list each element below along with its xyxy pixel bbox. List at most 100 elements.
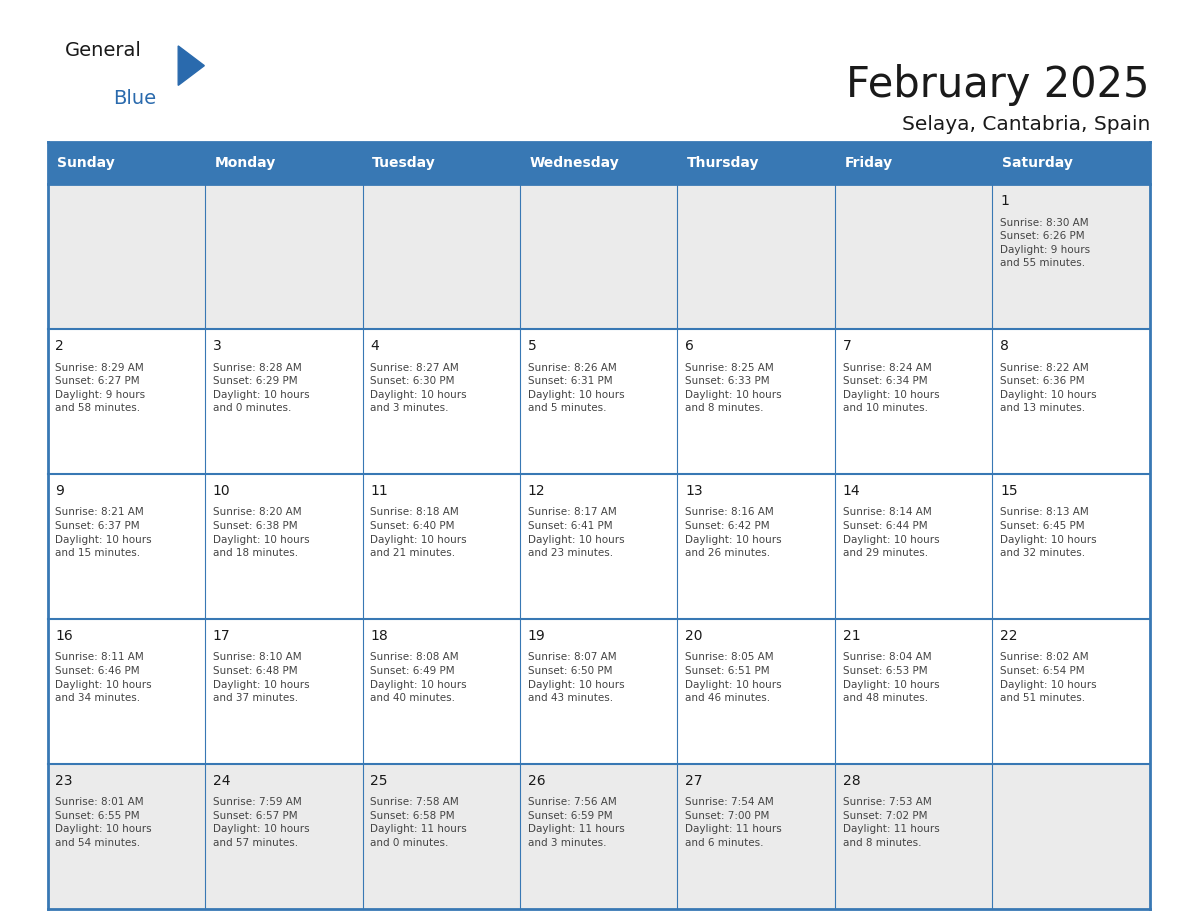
Text: Sunrise: 8:28 AM
Sunset: 6:29 PM
Daylight: 10 hours
and 0 minutes.: Sunrise: 8:28 AM Sunset: 6:29 PM Dayligh…: [213, 363, 310, 413]
Bar: [992, 619, 1150, 764]
Bar: [520, 185, 677, 330]
Bar: [992, 330, 1150, 474]
Text: 19: 19: [527, 629, 545, 644]
Text: Wednesday: Wednesday: [530, 156, 619, 171]
Bar: [362, 185, 520, 330]
Text: Saturday: Saturday: [1001, 156, 1073, 171]
Bar: [48, 185, 206, 330]
Bar: [206, 764, 362, 909]
Text: Sunrise: 7:58 AM
Sunset: 6:58 PM
Daylight: 11 hours
and 0 minutes.: Sunrise: 7:58 AM Sunset: 6:58 PM Dayligh…: [371, 797, 467, 848]
Bar: [206, 619, 362, 764]
Text: 11: 11: [371, 485, 388, 498]
Text: 23: 23: [56, 774, 72, 788]
Bar: [48, 474, 206, 619]
Bar: [48, 764, 206, 909]
Text: Sunrise: 8:20 AM
Sunset: 6:38 PM
Daylight: 10 hours
and 18 minutes.: Sunrise: 8:20 AM Sunset: 6:38 PM Dayligh…: [213, 508, 310, 558]
Bar: [520, 330, 677, 474]
Bar: [362, 330, 520, 474]
Bar: [520, 764, 677, 909]
Text: 21: 21: [842, 629, 860, 644]
Text: Sunrise: 8:01 AM
Sunset: 6:55 PM
Daylight: 10 hours
and 54 minutes.: Sunrise: 8:01 AM Sunset: 6:55 PM Dayligh…: [56, 797, 152, 848]
Text: 22: 22: [1000, 629, 1018, 644]
Text: 28: 28: [842, 774, 860, 788]
Text: Sunrise: 8:02 AM
Sunset: 6:54 PM
Daylight: 10 hours
and 51 minutes.: Sunrise: 8:02 AM Sunset: 6:54 PM Dayligh…: [1000, 653, 1097, 703]
Text: 25: 25: [371, 774, 388, 788]
Bar: [677, 764, 835, 909]
Polygon shape: [178, 46, 204, 85]
Bar: [520, 474, 677, 619]
Text: 5: 5: [527, 340, 537, 353]
Text: 6: 6: [685, 340, 694, 353]
Bar: [362, 619, 520, 764]
Text: Sunrise: 8:26 AM
Sunset: 6:31 PM
Daylight: 10 hours
and 5 minutes.: Sunrise: 8:26 AM Sunset: 6:31 PM Dayligh…: [527, 363, 625, 413]
Text: Thursday: Thursday: [687, 156, 759, 171]
Bar: [835, 330, 992, 474]
Bar: [677, 142, 835, 185]
Text: Sunday: Sunday: [57, 156, 115, 171]
Text: Sunrise: 7:56 AM
Sunset: 6:59 PM
Daylight: 11 hours
and 3 minutes.: Sunrise: 7:56 AM Sunset: 6:59 PM Dayligh…: [527, 797, 625, 848]
Text: 8: 8: [1000, 340, 1010, 353]
Text: Sunrise: 8:27 AM
Sunset: 6:30 PM
Daylight: 10 hours
and 3 minutes.: Sunrise: 8:27 AM Sunset: 6:30 PM Dayligh…: [371, 363, 467, 413]
Bar: [206, 330, 362, 474]
Text: 10: 10: [213, 485, 230, 498]
Text: 16: 16: [56, 629, 74, 644]
Text: Sunrise: 8:30 AM
Sunset: 6:26 PM
Daylight: 9 hours
and 55 minutes.: Sunrise: 8:30 AM Sunset: 6:26 PM Dayligh…: [1000, 218, 1091, 268]
Bar: [835, 764, 992, 909]
Text: 2: 2: [56, 340, 64, 353]
Text: 17: 17: [213, 629, 230, 644]
Bar: [992, 185, 1150, 330]
Text: Sunrise: 8:22 AM
Sunset: 6:36 PM
Daylight: 10 hours
and 13 minutes.: Sunrise: 8:22 AM Sunset: 6:36 PM Dayligh…: [1000, 363, 1097, 413]
Text: Sunrise: 8:17 AM
Sunset: 6:41 PM
Daylight: 10 hours
and 23 minutes.: Sunrise: 8:17 AM Sunset: 6:41 PM Dayligh…: [527, 508, 625, 558]
Text: 3: 3: [213, 340, 222, 353]
Text: 1: 1: [1000, 195, 1010, 208]
Text: Friday: Friday: [845, 156, 892, 171]
Bar: [206, 185, 362, 330]
Bar: [835, 185, 992, 330]
Bar: [835, 619, 992, 764]
Bar: [677, 474, 835, 619]
Text: 4: 4: [371, 340, 379, 353]
Text: Blue: Blue: [113, 89, 156, 108]
Bar: [992, 142, 1150, 185]
Text: 24: 24: [213, 774, 230, 788]
Text: Sunrise: 8:13 AM
Sunset: 6:45 PM
Daylight: 10 hours
and 32 minutes.: Sunrise: 8:13 AM Sunset: 6:45 PM Dayligh…: [1000, 508, 1097, 558]
Text: February 2025: February 2025: [847, 64, 1150, 106]
Text: Sunrise: 8:05 AM
Sunset: 6:51 PM
Daylight: 10 hours
and 46 minutes.: Sunrise: 8:05 AM Sunset: 6:51 PM Dayligh…: [685, 653, 782, 703]
Bar: [48, 142, 206, 185]
Bar: [520, 619, 677, 764]
Bar: [677, 330, 835, 474]
Text: Sunrise: 8:14 AM
Sunset: 6:44 PM
Daylight: 10 hours
and 29 minutes.: Sunrise: 8:14 AM Sunset: 6:44 PM Dayligh…: [842, 508, 940, 558]
Text: 18: 18: [371, 629, 388, 644]
Text: Sunrise: 8:11 AM
Sunset: 6:46 PM
Daylight: 10 hours
and 34 minutes.: Sunrise: 8:11 AM Sunset: 6:46 PM Dayligh…: [56, 653, 152, 703]
Text: 27: 27: [685, 774, 703, 788]
Text: Selaya, Cantabria, Spain: Selaya, Cantabria, Spain: [902, 115, 1150, 134]
Bar: [362, 474, 520, 619]
Text: 9: 9: [56, 485, 64, 498]
Text: Sunrise: 8:08 AM
Sunset: 6:49 PM
Daylight: 10 hours
and 40 minutes.: Sunrise: 8:08 AM Sunset: 6:49 PM Dayligh…: [371, 653, 467, 703]
Text: 12: 12: [527, 485, 545, 498]
Bar: [362, 142, 520, 185]
Text: 14: 14: [842, 485, 860, 498]
Text: Sunrise: 8:24 AM
Sunset: 6:34 PM
Daylight: 10 hours
and 10 minutes.: Sunrise: 8:24 AM Sunset: 6:34 PM Dayligh…: [842, 363, 940, 413]
Text: Sunrise: 7:53 AM
Sunset: 7:02 PM
Daylight: 11 hours
and 8 minutes.: Sunrise: 7:53 AM Sunset: 7:02 PM Dayligh…: [842, 797, 940, 848]
Bar: [677, 185, 835, 330]
Text: 20: 20: [685, 629, 703, 644]
Text: Sunrise: 8:18 AM
Sunset: 6:40 PM
Daylight: 10 hours
and 21 minutes.: Sunrise: 8:18 AM Sunset: 6:40 PM Dayligh…: [371, 508, 467, 558]
Text: Tuesday: Tuesday: [372, 156, 436, 171]
Bar: [362, 764, 520, 909]
Text: Sunrise: 8:04 AM
Sunset: 6:53 PM
Daylight: 10 hours
and 48 minutes.: Sunrise: 8:04 AM Sunset: 6:53 PM Dayligh…: [842, 653, 940, 703]
Bar: [677, 619, 835, 764]
Text: Sunrise: 8:29 AM
Sunset: 6:27 PM
Daylight: 9 hours
and 58 minutes.: Sunrise: 8:29 AM Sunset: 6:27 PM Dayligh…: [56, 363, 145, 413]
Bar: [992, 764, 1150, 909]
Text: Sunrise: 8:21 AM
Sunset: 6:37 PM
Daylight: 10 hours
and 15 minutes.: Sunrise: 8:21 AM Sunset: 6:37 PM Dayligh…: [56, 508, 152, 558]
Bar: [992, 474, 1150, 619]
Text: Sunrise: 7:54 AM
Sunset: 7:00 PM
Daylight: 11 hours
and 6 minutes.: Sunrise: 7:54 AM Sunset: 7:00 PM Dayligh…: [685, 797, 782, 848]
Text: 13: 13: [685, 485, 703, 498]
Bar: [48, 619, 206, 764]
Bar: [206, 142, 362, 185]
Bar: [520, 142, 677, 185]
Text: 26: 26: [527, 774, 545, 788]
Text: Sunrise: 8:10 AM
Sunset: 6:48 PM
Daylight: 10 hours
and 37 minutes.: Sunrise: 8:10 AM Sunset: 6:48 PM Dayligh…: [213, 653, 310, 703]
Bar: [835, 474, 992, 619]
Bar: [835, 142, 992, 185]
